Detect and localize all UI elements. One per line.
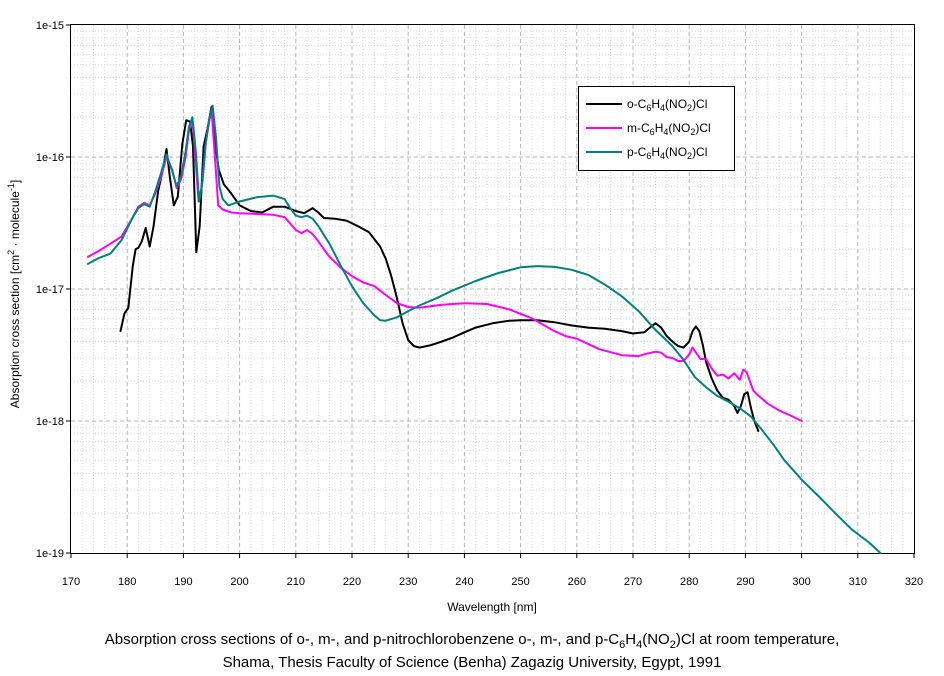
y-tick-label: 1e-18 [36, 416, 64, 428]
x-tick-label: 310 [849, 576, 867, 588]
x-tick-label: 270 [624, 576, 642, 588]
x-tick-label: 220 [343, 576, 361, 588]
series-line-o-nitrochlorobenzene [119, 105, 760, 432]
legend-label: o-C6H4(NO2)Cl [627, 97, 707, 113]
series-group [86, 104, 882, 554]
y-tick-label: 1e-16 [36, 152, 64, 164]
y-axis: 1e-19 1e-18 1e-17 1e-16 1e-15 [36, 20, 71, 560]
grid [71, 25, 914, 553]
x-tick-label: 290 [736, 576, 754, 588]
x-tick-label: 320 [905, 576, 923, 588]
x-tick-label: 260 [568, 576, 586, 588]
legend: o-C6H4(NO2)Cl m-C6H4(NO2)Cl p-C6H4(NO2)Cl [578, 86, 735, 171]
x-axis-label: Wavelength [nm] [447, 600, 537, 614]
x-tick-label: 190 [174, 576, 192, 588]
legend-label: p-C6H4(NO2)Cl [627, 145, 707, 161]
x-tick-label: 240 [455, 576, 473, 588]
x-axis: 170 180 190 200 210 220 230 240 250 260 270 280 290 3… [62, 553, 923, 588]
x-tick-label: 230 [399, 576, 417, 588]
x-tick-label: 210 [287, 576, 305, 588]
caption-line-1: Absorption cross sections of o-, m-, and… [104, 631, 840, 651]
x-tick-label: 170 [62, 576, 80, 588]
y-tick-label: 1e-17 [36, 284, 64, 296]
x-tick-label: 300 [792, 576, 810, 588]
legend-label: m-C6H4(NO2)Cl [627, 121, 711, 137]
chart: 170 180 190 200 210 220 230 240 250 260 270 280 290 3… [6, 20, 923, 614]
series-line-p-nitrochlorobenzene [86, 104, 882, 554]
y-axis-label: Absorption cross section [cm2 · molecule… [6, 180, 22, 408]
x-tick-label: 180 [118, 576, 136, 588]
x-tick-label: 280 [680, 576, 698, 588]
caption-line-2: Shama, Thesis Faculty of Science (Benha)… [222, 654, 722, 671]
x-tick-label: 250 [511, 576, 529, 588]
x-tick-label: 200 [230, 576, 248, 588]
y-tick-label: 1e-15 [36, 20, 64, 32]
y-tick-label: 1e-19 [36, 548, 64, 560]
